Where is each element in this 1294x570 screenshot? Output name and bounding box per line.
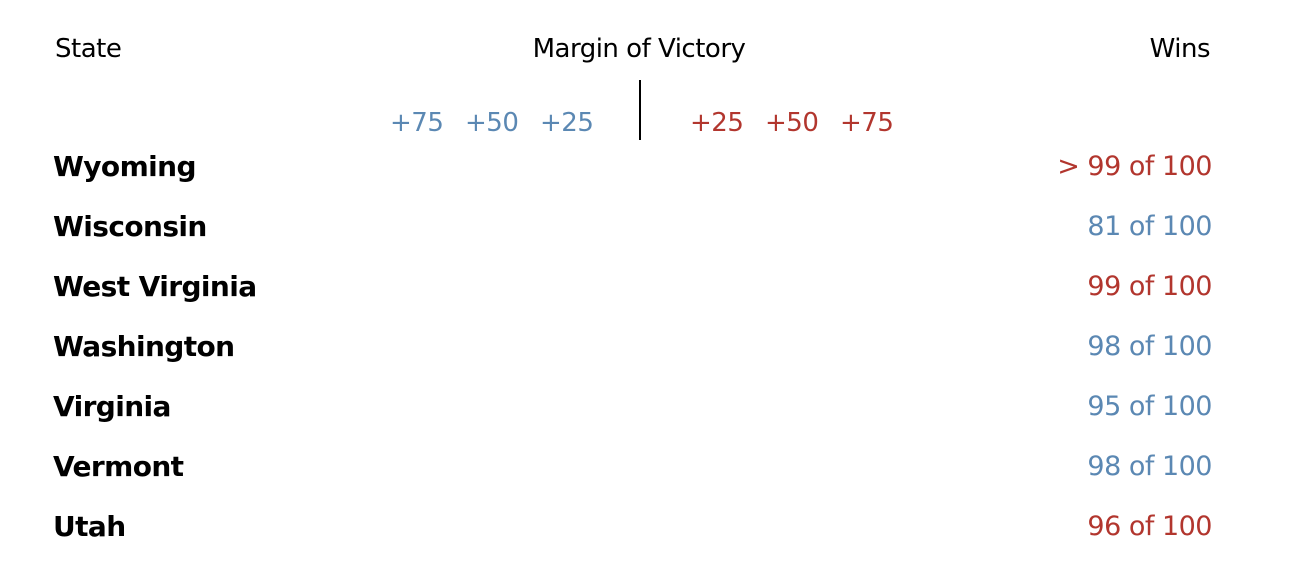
table-row: Wisconsin 81 of 100 (0, 210, 1294, 270)
wins-value: > 99 of 100 (1057, 151, 1212, 182)
state-name: Utah (53, 510, 126, 543)
column-header-state: State (55, 34, 122, 64)
table-row: Utah 96 of 100 (0, 510, 1294, 570)
table-row: Virginia 95 of 100 (0, 390, 1294, 450)
table-row: Washington 98 of 100 (0, 330, 1294, 390)
table-row: Vermont 98 of 100 (0, 450, 1294, 510)
wins-value: 99 of 100 (1087, 271, 1212, 302)
axis-tick-right-25: +25 (690, 108, 744, 138)
wins-value: 95 of 100 (1087, 391, 1212, 422)
state-name: Washington (53, 330, 235, 363)
wins-value: 98 of 100 (1087, 331, 1212, 362)
axis-tick-right-75: +75 (840, 108, 894, 138)
axis-tick-left-75: +75 (390, 108, 444, 138)
state-name: Vermont (53, 450, 184, 483)
state-name: West Virginia (53, 270, 257, 303)
state-name: Wyoming (53, 150, 197, 183)
table-row: West Virginia 99 of 100 (0, 270, 1294, 330)
axis-tick-left-25: +25 (540, 108, 594, 138)
column-header-margin-of-victory: Margin of Victory (532, 34, 746, 64)
wins-value: 98 of 100 (1087, 451, 1212, 482)
axis-tick-left-50: +50 (465, 108, 519, 138)
table-row: Wyoming > 99 of 100 (0, 150, 1294, 210)
wins-value: 96 of 100 (1087, 511, 1212, 542)
column-header-wins: Wins (1149, 34, 1211, 64)
state-rows: Wyoming > 99 of 100 Wisconsin 81 of 100 West… (0, 150, 1294, 570)
state-name: Wisconsin (53, 210, 207, 243)
axis-tick-right-50: +50 (765, 108, 819, 138)
wins-value: 81 of 100 (1087, 211, 1212, 242)
state-name: Virginia (53, 390, 171, 423)
axis-center-line (639, 80, 641, 140)
